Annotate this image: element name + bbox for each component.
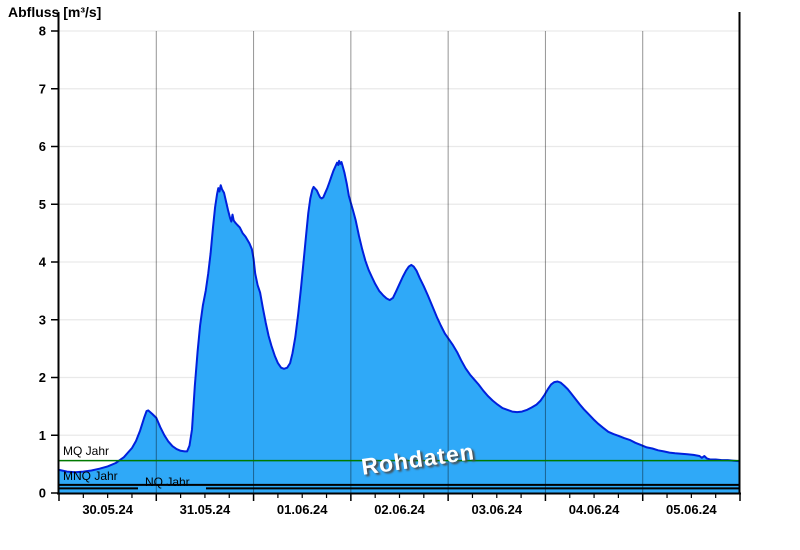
svg-text:3: 3 [39,312,46,327]
svg-text:2: 2 [39,370,46,385]
svg-text:8: 8 [39,24,46,39]
svg-text:1: 1 [39,428,46,443]
axes-frame [57,12,741,495]
svg-text:0: 0 [39,486,46,501]
tick-marks [51,30,741,501]
mnq-jahr-label: MNQ Jahr [63,469,118,483]
svg-text:7: 7 [39,81,46,96]
svg-text:01.06.24: 01.06.24 [277,502,328,517]
vertical-gridlines [155,31,644,493]
reference-lines [59,459,740,490]
nq-jahr-label: NQ Jahr [145,475,190,489]
svg-text:04.06.24: 04.06.24 [569,502,620,517]
svg-text:5: 5 [39,197,46,212]
mq-jahr-label: MQ Jahr [63,444,110,458]
svg-text:30.05.24: 30.05.24 [82,502,133,517]
y-axis-title: Abfluss [m³/s] [8,4,102,20]
svg-text:4: 4 [39,255,47,270]
svg-text:6: 6 [39,139,46,154]
discharge-area-series [58,159,741,493]
svg-text:02.06.24: 02.06.24 [374,502,425,517]
svg-text:05.06.24: 05.06.24 [666,502,717,517]
svg-text:03.06.24: 03.06.24 [471,502,522,517]
svg-text:31.05.24: 31.05.24 [180,502,231,517]
tick-labels: 0 1 2 3 4 5 6 7 8 30.05.24 31.05.24 01.06.24 02.06.2… [39,24,718,518]
